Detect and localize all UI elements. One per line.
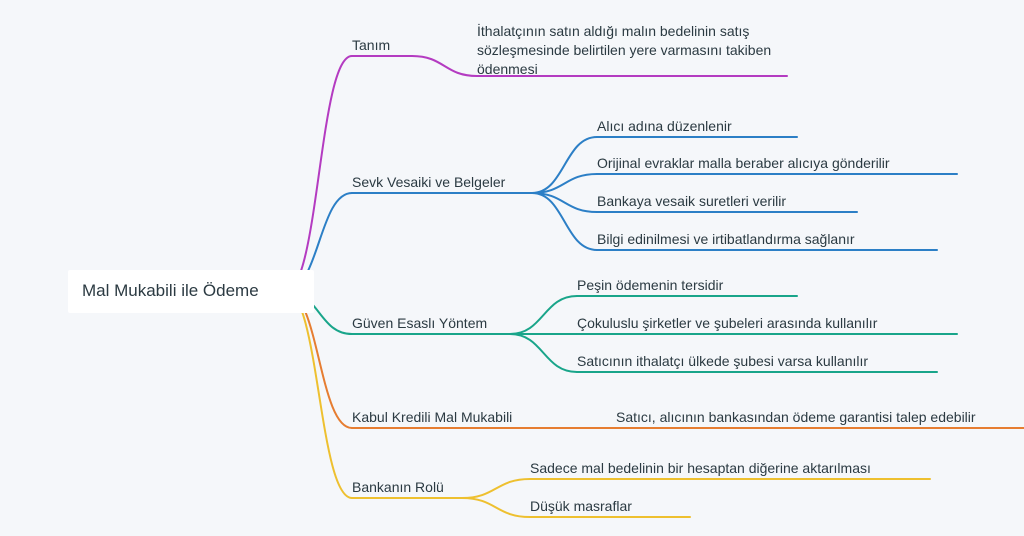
node-label: Peşin ödemenin tersidir	[577, 276, 797, 295]
connectors-layer	[0, 0, 1024, 536]
node-label: İthalatçının satın aldığı malın bedelini…	[477, 22, 787, 79]
node-label: Alıcı adına düzenlenir	[597, 117, 797, 136]
node-label: Bilgi edinilmesi ve irtibatlandırma sağl…	[597, 230, 937, 249]
node-label: Bankaya vesaik suretleri verilir	[597, 192, 857, 211]
node-label: Satıcı, alıcının bankasından ödeme garan…	[616, 408, 1024, 427]
node-label: Düşük masraflar	[530, 497, 690, 516]
node-label: Sadece mal bedelinin bir hesaptan diğeri…	[530, 459, 930, 478]
node-label: Çokuluslu şirketler ve şubeleri arasında…	[577, 314, 957, 333]
node-label: Tanım	[352, 36, 390, 55]
node-label: Satıcının ithalatçı ülkede şubesi varsa …	[577, 352, 937, 371]
node-label: Sevk Vesaiki ve Belgeler	[352, 173, 505, 192]
root-node: Mal Mukabili ile Ödeme	[68, 270, 314, 313]
node-label: Orijinal evraklar malla beraber alıcıya …	[597, 154, 957, 173]
node-label: Güven Esaslı Yöntem	[352, 314, 487, 333]
node-label: Bankanın Rolü	[352, 478, 444, 497]
node-label: Kabul Kredili Mal Mukabili	[352, 408, 512, 427]
mindmap-canvas: Mal Mukabili ile Ödeme Tanım İthalatçının …	[0, 0, 1024, 536]
